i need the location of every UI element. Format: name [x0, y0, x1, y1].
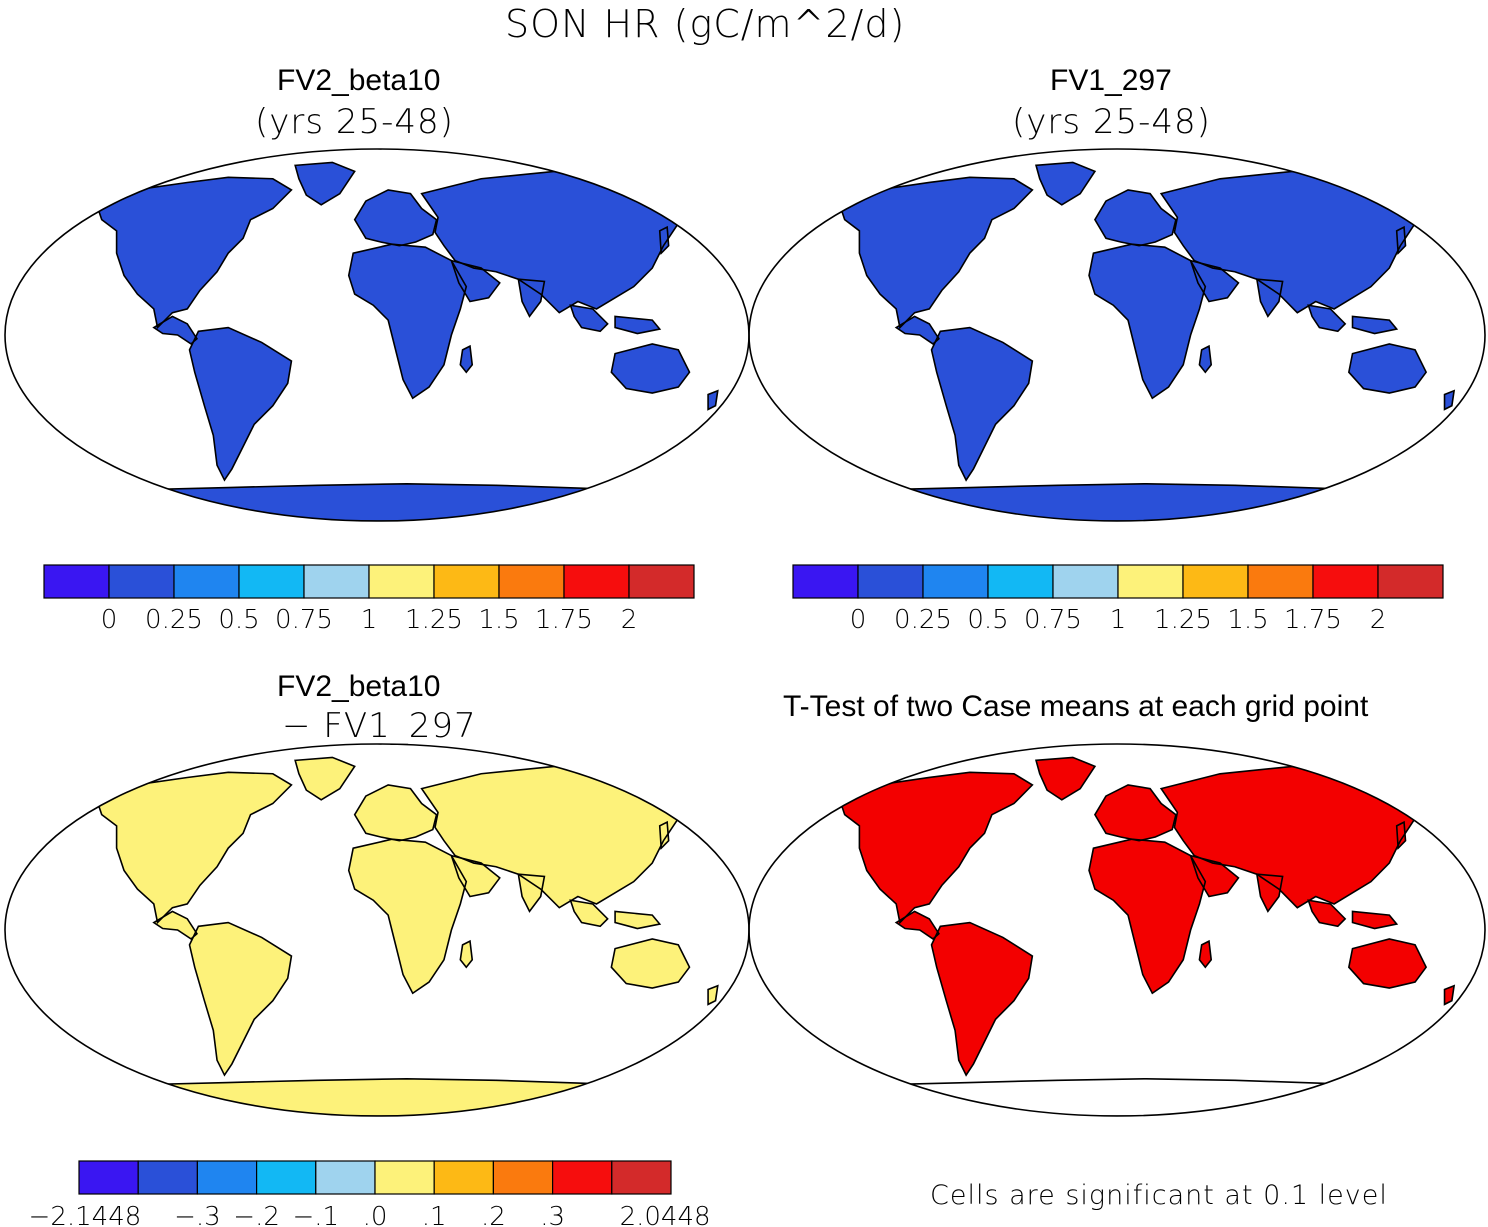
colorbar-top-right-swatch-6 [1182, 564, 1249, 599]
significance-note: Cells are significant at 0.1 level [930, 1180, 1388, 1211]
colorbar-difference-swatch-9 [611, 1160, 672, 1195]
colorbar-difference-swatch-6 [433, 1160, 495, 1195]
panel-title-bottom-left: FV2_beta10 [277, 670, 441, 703]
colorbar-top-left-label-2: 0.5 [218, 605, 259, 635]
colorbar-top-left-label-5: 1.25 [405, 605, 463, 635]
panel-subtitle-top-left: (yrs 25-48) [255, 102, 454, 142]
colorbar-top-left-label-7: 1.75 [535, 605, 593, 635]
colorbar-top-right-label-7: 1.75 [1284, 605, 1342, 635]
panel-subtitle-bottom-left: − FV1_297 [282, 706, 477, 746]
figure-title: SON HR (gC/m^2/d) [505, 2, 906, 46]
colorbar-difference-label-0: −2.1448 [29, 1202, 142, 1227]
colorbar-top-right-swatch-9 [1377, 564, 1444, 599]
colorbar-top-left-label-8: 2 [621, 605, 638, 635]
colorbar-top-left-swatch-7 [498, 564, 565, 599]
colorbar-top-left-swatch-4 [303, 564, 370, 599]
colorbar-top-right-label-6: 1.5 [1227, 605, 1268, 635]
colorbar-top-right-label-0: 0 [850, 605, 867, 635]
colorbar-top-left-label-1: 0.25 [145, 605, 203, 635]
colorbar-difference-label-2: −.2 [233, 1202, 280, 1227]
colorbar-difference-swatch-1 [137, 1160, 198, 1195]
colorbar-difference-label-5: .1 [422, 1202, 447, 1227]
colorbar-top-right-label-8: 2 [1370, 605, 1387, 635]
colorbar-top-right-swatch-3 [987, 564, 1054, 599]
colorbar-difference-label-7: .3 [540, 1202, 565, 1227]
panel-subtitle-top-right: (yrs 25-48) [1012, 102, 1211, 142]
colorbar-top-left-swatch-5 [368, 564, 435, 599]
colorbar-top-right-swatch-0 [792, 564, 859, 599]
colorbar-difference-swatch-5 [374, 1160, 435, 1195]
colorbar-top-left-label-4: 1 [361, 605, 378, 635]
colorbar-difference-label-1: −.3 [174, 1202, 221, 1227]
colorbar-difference-swatch-4 [315, 1160, 376, 1195]
colorbar-top-left-label-3: 0.75 [275, 605, 333, 635]
colorbar-top-right-swatch-4 [1052, 564, 1119, 599]
colorbar-top-left: 0 0.25 0.5 0.75 1 1.25 1.5 1.75 2 [43, 564, 695, 635]
colorbar-top-right-swatch-1 [857, 564, 924, 599]
colorbar-difference-label-3: −.1 [293, 1202, 340, 1227]
colorbar-top-right-label-1: 0.25 [894, 605, 952, 635]
colorbar-top-left-label-0: 0 [101, 605, 118, 635]
colorbar-top-right-swatch-2 [922, 564, 989, 599]
colorbar-top-left-swatch-6 [433, 564, 500, 599]
colorbar-difference-label-6: .2 [481, 1202, 506, 1227]
colorbar-top-right-label-5: 1.25 [1154, 605, 1212, 635]
colorbar-top-left-label-6: 1.5 [478, 605, 519, 635]
colorbar-top-right-label-3: 0.75 [1024, 605, 1082, 635]
colorbar-top-right-swatch-7 [1247, 564, 1314, 599]
colorbar-difference-label-4: .0 [363, 1202, 388, 1227]
panel-title-bottom-right: T-Test of two Case means at each grid po… [783, 690, 1369, 723]
colorbar-top-left-swatch-1 [108, 564, 175, 599]
colorbar-top-right-swatch-8 [1312, 564, 1379, 599]
colorbar-difference-swatch-8 [551, 1160, 613, 1195]
panel-title-top-left: FV2_beta10 [277, 64, 441, 97]
colorbar-difference-swatch-3 [256, 1160, 317, 1195]
colorbar-top-right-label-2: 0.5 [967, 605, 1008, 635]
colorbar-top-left-swatch-3 [238, 564, 305, 599]
colorbar-difference-swatch-2 [196, 1160, 258, 1195]
map-outline-bottom-right [748, 743, 1486, 1117]
panel-title-top-right: FV1_297 [1050, 64, 1172, 97]
colorbar-top-left-swatch-8 [563, 564, 630, 599]
colorbar-top-left-swatch-0 [43, 564, 110, 599]
colorbar-difference-swatch-7 [492, 1160, 554, 1195]
colorbar-top-right-swatch-5 [1117, 564, 1184, 599]
colorbar-difference: −2.1448 −.3 −.2 −.1 .0 .1 .2 .3 2.0448 [29, 1160, 711, 1227]
colorbar-top-left-swatch-2 [173, 564, 240, 599]
colorbar-top-right: 0 0.25 0.5 0.75 1 1.25 1.5 1.75 2 [792, 564, 1444, 635]
colorbar-top-right-label-4: 1 [1110, 605, 1127, 635]
colorbar-top-left-swatch-9 [628, 564, 695, 599]
colorbar-difference-swatch-0 [78, 1160, 139, 1195]
map-outline-top-right [748, 148, 1486, 522]
colorbar-difference-label-8: 2.0448 [620, 1202, 711, 1227]
